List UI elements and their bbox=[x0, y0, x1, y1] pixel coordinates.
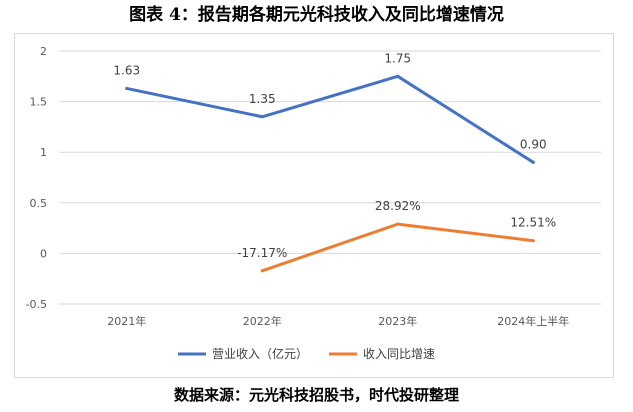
data-point bbox=[396, 222, 400, 226]
data-label: 28.92% bbox=[375, 199, 421, 213]
y-tick-label: -0.5 bbox=[26, 298, 47, 311]
y-tick-label: 2 bbox=[40, 45, 47, 58]
x-tick-label: 2024年上半年 bbox=[497, 314, 569, 328]
data-label: 0.90 bbox=[520, 137, 547, 151]
data-point bbox=[531, 239, 535, 243]
legend-label: 收入同比增速 bbox=[363, 347, 435, 361]
data-label: 1.75 bbox=[384, 51, 411, 65]
x-tick-label: 2021年 bbox=[107, 314, 146, 328]
y-tick-label: 1.5 bbox=[30, 96, 48, 109]
data-point bbox=[396, 74, 400, 78]
figure-title: 图表 4：报告期各期元光科技收入及同比增速情况 bbox=[129, 5, 504, 25]
data-label: 1.35 bbox=[249, 92, 276, 106]
data-label: -17.17% bbox=[237, 246, 287, 260]
data-label: 12.51% bbox=[510, 216, 556, 230]
chart-container: -0.5 0 0.5 1 1.5 2 2021年 2022年 2023年 2024年上半年 1.63… bbox=[14, 33, 614, 378]
series-line-2 bbox=[260, 222, 535, 273]
line-chart: -0.5 0 0.5 1 1.5 2 2021年 2022年 2023年 2024年上半年 1.63… bbox=[26, 45, 601, 361]
x-tick-label: 2022年 bbox=[243, 314, 282, 328]
data-point bbox=[260, 115, 264, 119]
x-tick-label: 2023年 bbox=[378, 314, 417, 328]
data-label: 1.63 bbox=[113, 63, 140, 77]
y-tick-label: 0.5 bbox=[30, 197, 48, 210]
data-point bbox=[531, 160, 535, 164]
data-point bbox=[260, 269, 264, 273]
y-tick-label: 0 bbox=[40, 247, 47, 260]
legend-label: 营业收入（亿元） bbox=[212, 346, 308, 361]
figure-source: 数据来源：元光科技招股书，时代投研整理 bbox=[173, 386, 459, 404]
data-point bbox=[125, 86, 129, 90]
series-line-1 bbox=[125, 74, 535, 164]
y-tick-label: 1 bbox=[40, 146, 47, 159]
